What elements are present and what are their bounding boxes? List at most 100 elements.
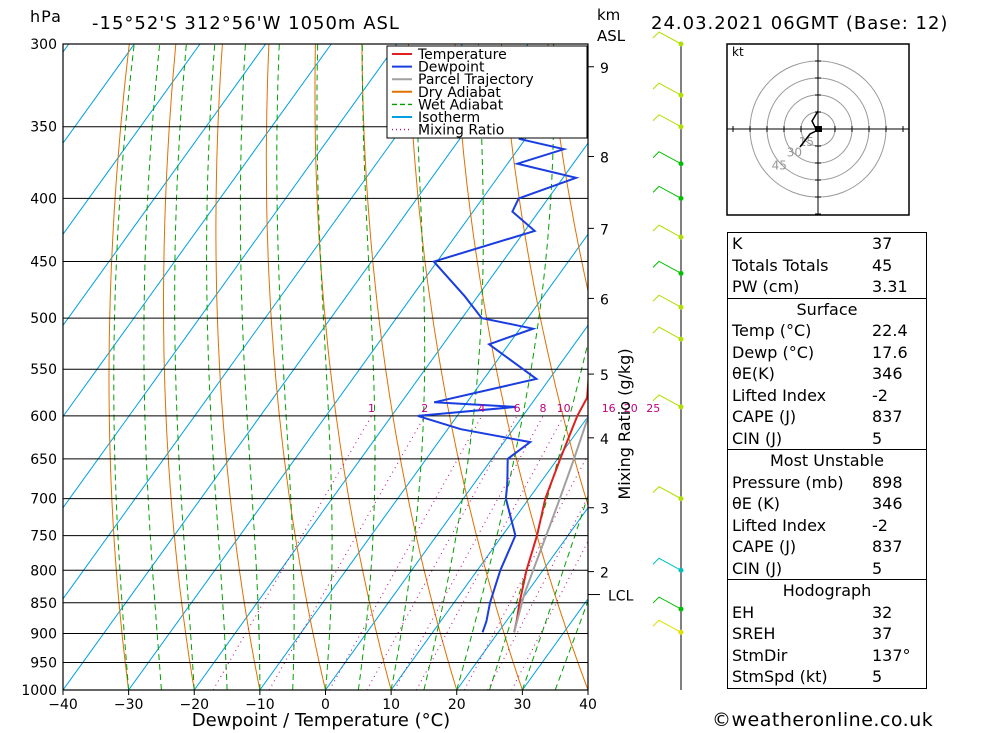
table-row: Pressure (mb) 898 xyxy=(728,472,926,494)
legend-label: Temperature xyxy=(417,47,507,63)
indices-panel: K 37 Totals Totals 45 PW (cm) 3.31 Surface Te… xyxy=(727,232,927,689)
row-key: StmSpd (kt) xyxy=(732,667,828,686)
row-value: -2 xyxy=(872,515,888,535)
wind-barb xyxy=(652,294,682,308)
km-tick-label: 4 xyxy=(600,432,609,448)
km-tick-label: 5 xyxy=(600,368,609,384)
table-row: K 37 xyxy=(728,233,926,255)
row-value: 5 xyxy=(872,667,883,686)
row-key: Pressure (mb) xyxy=(732,472,844,492)
temperature-line xyxy=(513,373,588,633)
km-tick-label: 8 xyxy=(600,151,609,167)
table-row: Dewp (°C) 17.6 xyxy=(728,342,926,364)
legend-label: Parcel Trajectory xyxy=(418,72,534,88)
x-tick-label: 20 xyxy=(448,697,466,713)
wet-adiabat-line xyxy=(276,44,295,690)
row-value: 22.4 xyxy=(872,321,908,340)
wind-profile xyxy=(652,31,684,690)
profiles xyxy=(417,121,588,633)
row-key: EH xyxy=(732,602,755,622)
wet-adiabat-line xyxy=(143,44,162,690)
mixing-ratio-label: 2 xyxy=(421,402,428,415)
asl-label: ASL xyxy=(597,27,626,45)
row-key: θE(K) xyxy=(732,364,775,383)
table-row: θE(K) 346 xyxy=(728,363,926,385)
km-tick-label: 3 xyxy=(600,502,609,518)
credit-text[interactable]: ©weatheronline.co.uk xyxy=(712,709,934,731)
row-key: CAPE (J) xyxy=(732,537,797,556)
km-tick-label: 2 xyxy=(600,566,609,582)
pressure-tick-label: 450 xyxy=(30,255,57,271)
pressure-tick-label: 350 xyxy=(30,120,57,136)
isotherm-line xyxy=(63,44,332,418)
isotherm-line xyxy=(325,324,588,690)
row-value: 37 xyxy=(872,624,893,643)
hodograph-block: Hodograph EH 32 SREH 37 StmDir 137° StmSpd (kt… xyxy=(727,579,927,689)
wind-point xyxy=(678,124,684,130)
pressure-tick-label: 950 xyxy=(30,655,57,671)
mixing-ratio-label: 6 xyxy=(514,402,521,415)
isotherm-line xyxy=(0,44,3,690)
wind-barb xyxy=(652,394,682,408)
storm-motion-marker xyxy=(815,126,822,132)
dry-adiabat-line xyxy=(215,44,261,690)
row-key: CIN (J) xyxy=(732,558,783,578)
hodograph-ring-label: 30 xyxy=(787,145,802,159)
isotherm-line xyxy=(63,44,463,600)
pressure-tick-label: 750 xyxy=(30,529,57,545)
row-value: 45 xyxy=(872,255,893,275)
isobars xyxy=(63,43,588,691)
plot-frame xyxy=(62,43,589,691)
indices-block: K 37 Totals Totals 45 PW (cm) 3.31 xyxy=(727,232,927,299)
pressure-tick-label: 800 xyxy=(30,563,57,579)
x-tick-label: −30 xyxy=(114,697,144,713)
table-row: SREH 37 xyxy=(728,623,926,645)
table-row: Temp (°C) 22.4 xyxy=(728,320,926,342)
dry-adiabat-line xyxy=(920,44,1000,690)
pressure-tick-label: 300 xyxy=(30,37,57,53)
hodograph-unit-label: kt xyxy=(732,45,744,59)
wind-barb xyxy=(652,619,682,633)
wind-barb xyxy=(652,151,682,165)
table-row: CAPE (J) 837 xyxy=(728,536,926,558)
row-key: Temp (°C) xyxy=(732,321,812,340)
wet-adiabat-line xyxy=(113,44,135,690)
mixing-ratio-label: 8 xyxy=(540,402,547,415)
row-value: 837 xyxy=(872,407,903,426)
mixing-ratio-line xyxy=(329,415,483,690)
dry-adiabat-line xyxy=(547,44,588,294)
row-value: 346 xyxy=(872,364,903,383)
row-value: 17.6 xyxy=(872,342,908,362)
row-key: Lifted Index xyxy=(732,515,827,535)
legend-label: Isotherm xyxy=(418,110,480,126)
mixing-ratio-label: 10 xyxy=(557,402,571,415)
x-tick-label: 0 xyxy=(321,697,330,713)
table-row: Lifted Index -2 xyxy=(728,515,926,537)
table-row: CIN (J) 5 xyxy=(728,558,926,580)
dewpoint-line xyxy=(417,121,588,633)
x-tick-label: 10 xyxy=(382,697,400,713)
wind-barb xyxy=(652,82,682,96)
location-title: -15°52'S 312°56'W 1050m ASL xyxy=(92,13,400,34)
wet-adiabat-line xyxy=(423,44,484,690)
x-tick-label: 40 xyxy=(579,697,597,713)
mixing-ratio-label: 20 xyxy=(624,402,638,415)
wet-adiabat-line xyxy=(456,44,555,690)
isotherm-line xyxy=(128,51,588,690)
legend-label: Mixing Ratio xyxy=(418,123,504,139)
row-key: Dewp (°C) xyxy=(732,342,815,362)
table-row: CIN (J) 5 xyxy=(728,428,926,450)
most-unstable-block: Most Unstable Pressure (mb) 898 θE (K) 346 L… xyxy=(727,449,927,580)
table-row: StmDir 137° xyxy=(728,645,926,667)
isotherm-line xyxy=(259,233,588,690)
row-key: Lifted Index xyxy=(732,385,827,405)
pressure-tick-label: 650 xyxy=(30,452,57,468)
wet-adiabat-line xyxy=(206,44,228,690)
km-tick-label: 9 xyxy=(600,61,609,77)
dry-adiabat-line xyxy=(408,44,523,690)
row-key: CIN (J) xyxy=(732,428,783,448)
isotherm-line xyxy=(456,506,588,690)
wind-barb xyxy=(652,114,682,128)
legend-label: Wet Adiabat xyxy=(418,97,504,113)
